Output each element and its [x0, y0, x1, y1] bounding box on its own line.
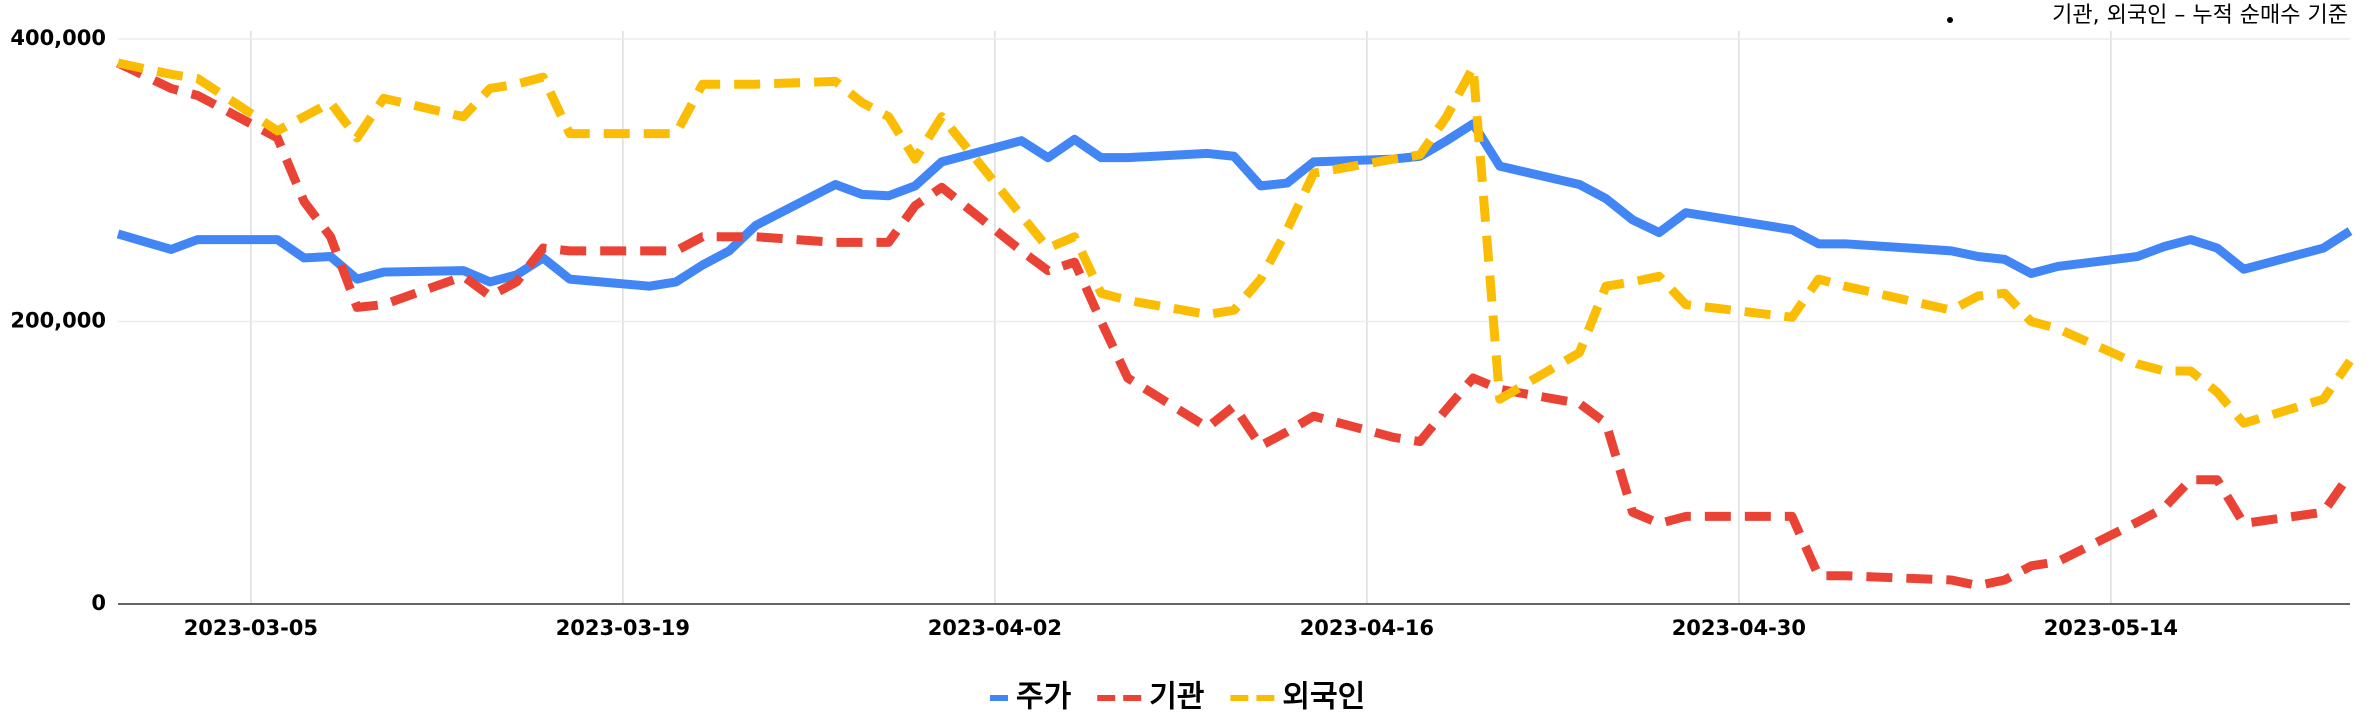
legend-label: 외국인	[1282, 680, 1365, 715]
series-line	[116, 58, 2354, 591]
x-tick-label: 2023-04-30	[1672, 616, 1806, 640]
y-tick-label: 0	[91, 591, 106, 615]
x-tick-label: 2023-04-02	[928, 616, 1062, 640]
note: 기관, 외국인 – 누적 순매수 기준	[2052, 3, 2348, 28]
legend: 주가 기관 외국인	[990, 680, 1365, 715]
series-line	[116, 119, 2353, 291]
note-bullet	[1947, 17, 1953, 23]
x-tick-label: 2023-03-19	[556, 616, 690, 640]
series-line	[117, 58, 2354, 428]
y-tick-label: 400,000	[10, 26, 106, 50]
y-tick-label: 200,000	[10, 309, 106, 333]
x-tick-label: 2023-04-16	[1300, 616, 1434, 640]
legend-label: 기관	[1149, 680, 1204, 715]
x-tick-label: 2023-03-05	[184, 616, 318, 640]
legend-label: 주가	[1016, 680, 1072, 715]
x-tick-label: 2023-05-14	[2044, 616, 2178, 640]
